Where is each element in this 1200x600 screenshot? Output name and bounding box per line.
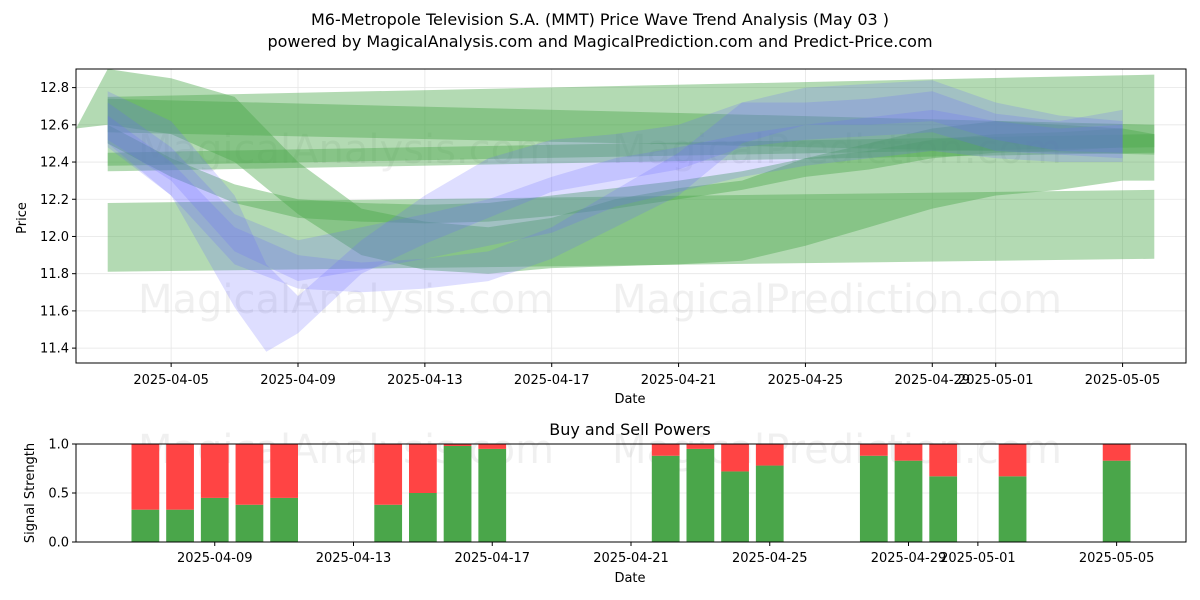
- sell-bar: [200, 444, 229, 498]
- buy-bar: [686, 448, 715, 542]
- date-axis-label-top: Date: [614, 392, 645, 407]
- buy-bar: [929, 476, 958, 542]
- price-y-tick-label: 12.8: [40, 81, 69, 96]
- price-y-tick-label: 12.6: [40, 118, 69, 133]
- price-x-tick-label: 2025-05-01: [958, 373, 1034, 388]
- buy-bar: [409, 493, 437, 542]
- buy-bar: [131, 509, 160, 542]
- green-wave-band-5: [76, 69, 1155, 274]
- signal-plot: MagicalAnalysis.com MagicalPrediction.com…: [48, 427, 1187, 566]
- buy-bar: [721, 471, 749, 542]
- price-x-tick-label: 2025-04-05: [133, 373, 209, 388]
- buy-bar: [443, 445, 472, 542]
- buy-bar: [478, 448, 507, 542]
- price-x-tick-label: 2025-04-17: [514, 373, 590, 388]
- price-axis-label: Price: [15, 202, 30, 234]
- sell-bar: [166, 444, 194, 510]
- signal-x-tick-label: 2025-04-09: [177, 551, 253, 566]
- price-x-tick-label: 2025-04-09: [260, 373, 336, 388]
- signal-y-tick-label: 0.5: [48, 487, 69, 502]
- price-x-tick-label: 2025-04-29: [895, 373, 971, 388]
- green-wave-band-2: [107, 74, 1155, 166]
- signal-x-tick-label: 2025-04-17: [454, 551, 530, 566]
- price-y-tick-label: 12.4: [40, 156, 69, 171]
- signal-y-tick-label: 1.0: [48, 438, 69, 453]
- buy-sell-chart-title: Buy and Sell Powers: [549, 420, 711, 439]
- green-wave-band-1: [107, 189, 1155, 272]
- sell-bar: [929, 444, 958, 477]
- signal-axis-label: Signal Strength: [23, 443, 38, 543]
- price-x-tick-label: 2025-04-25: [768, 373, 844, 388]
- sell-bar: [686, 444, 715, 449]
- signal-x-tick-label: 2025-04-21: [593, 551, 669, 566]
- signal-x-tick-label: 2025-04-25: [732, 551, 808, 566]
- buy-bar: [1102, 460, 1131, 542]
- signal-y-tick-label: 0.0: [48, 536, 69, 551]
- signal-x-tick-label: 2025-04-29: [871, 551, 947, 566]
- price-plot-frame: [75, 68, 1187, 364]
- price-y-tick-label: 11.4: [40, 342, 69, 357]
- price-plot: MagicalAnalysis.com MagicalAnalysis.com Ma…: [40, 68, 1187, 388]
- price-x-tick-label: 2025-05-05: [1085, 373, 1161, 388]
- buy-bar: [270, 497, 298, 542]
- price-x-tick-label: 2025-04-21: [641, 373, 717, 388]
- date-axis-label-bottom: Date: [614, 571, 645, 586]
- price-y-tick-label: 12.0: [40, 230, 69, 245]
- sell-bar: [721, 444, 749, 472]
- sell-bar: [374, 444, 403, 505]
- buy-bar: [755, 465, 784, 542]
- sell-bar: [443, 444, 472, 446]
- buy-bar: [651, 455, 680, 542]
- watermark-text: MagicalPrediction.com: [612, 277, 1062, 323]
- sell-bar: [131, 444, 160, 510]
- green-wave-band-4: [107, 134, 1155, 172]
- buy-bar: [374, 504, 403, 542]
- sell-bar: [859, 444, 888, 456]
- sell-bar: [651, 444, 680, 456]
- buy-bar: [200, 497, 229, 542]
- chart-title-line1: M6-Metropole Television S.A. (MMT) Price…: [310, 10, 890, 29]
- watermark-text: MagicalAnalysis.com: [138, 127, 554, 173]
- buy-bar: [998, 476, 1027, 542]
- price-y-tick-label: 11.8: [40, 267, 69, 282]
- buy-bar: [894, 460, 923, 542]
- signal-x-tick-label: 2025-05-05: [1079, 551, 1155, 566]
- watermark-text: MagicalAnalysis.com: [138, 277, 554, 323]
- sell-bar: [755, 444, 784, 466]
- buy-bar: [235, 504, 264, 542]
- blue-wave-band-2: [107, 102, 1123, 282]
- buy-bar: [859, 455, 888, 542]
- price-x-tick-label: 2025-04-13: [387, 373, 463, 388]
- green-wave-band-6: [107, 124, 1123, 224]
- signal-x-tick-label: 2025-05-01: [940, 551, 1016, 566]
- sell-bar: [235, 444, 264, 505]
- price-y-tick-label: 12.2: [40, 193, 69, 208]
- blue-wave-band-1: [107, 91, 1123, 352]
- buy-bar: [166, 509, 194, 542]
- price-bands: [76, 69, 1155, 352]
- sell-bar: [1102, 444, 1131, 461]
- signal-x-tick-label: 2025-04-13: [316, 551, 392, 566]
- watermark-text: MagicalPrediction.com: [612, 127, 1062, 173]
- sell-bar: [894, 444, 923, 461]
- price-y-tick-label: 11.6: [40, 304, 69, 319]
- green-wave-band-3: [107, 98, 1155, 155]
- sell-bar: [270, 444, 298, 498]
- sell-bar: [998, 444, 1027, 477]
- chart-title: M6-Metropole Television S.A. (MMT) Price…: [0, 9, 1200, 53]
- chart-subtitle: powered by MagicalAnalysis.com and Magic…: [267, 32, 933, 51]
- sell-bar: [478, 444, 507, 449]
- sell-bar: [409, 444, 437, 493]
